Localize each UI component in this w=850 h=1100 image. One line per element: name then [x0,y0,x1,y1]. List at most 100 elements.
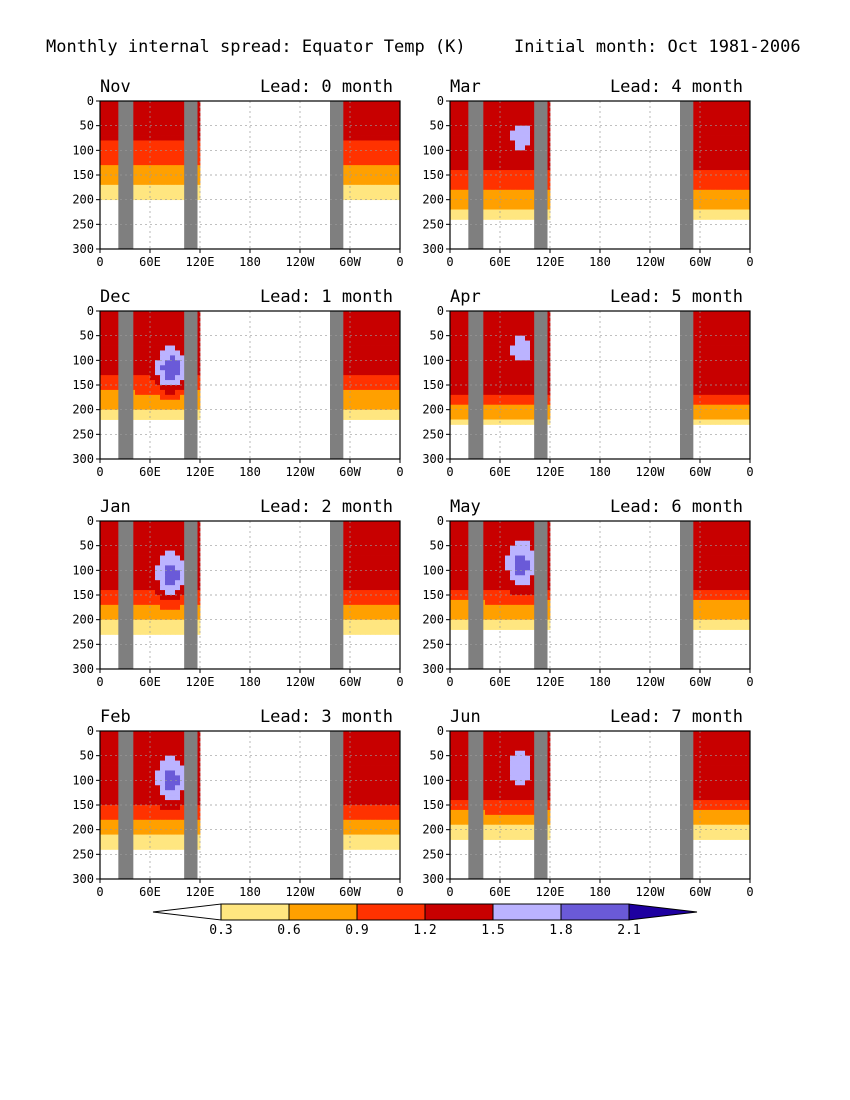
field-cell [170,385,176,391]
field-cell [730,385,736,391]
field-cell [455,204,461,210]
field-cell [345,394,351,401]
field-cell [515,204,521,210]
field-cell [135,365,141,371]
field-cell [110,179,116,186]
field-cell [155,560,161,566]
field-cell [150,414,156,420]
field-cell [195,340,201,346]
field-cell [740,165,746,171]
field-cell [460,404,466,411]
field-cell [545,550,551,556]
field-cell [175,389,181,396]
field-cell [115,745,121,752]
field-cell [370,380,376,386]
field-cell [105,184,111,191]
field-cell [700,101,706,107]
field-cell [145,731,151,737]
field-cell [735,585,741,591]
x-tick-label: 60E [139,255,161,269]
field-cell [735,525,741,532]
field-cell [510,330,516,337]
field-cell [705,560,711,566]
field-cell [370,550,376,556]
field-cell [465,525,471,532]
field-cell [505,389,511,396]
field-cell [175,585,181,591]
field-cell [450,340,456,346]
field-cell [360,355,366,361]
field-cell [195,604,201,611]
field-cell [180,140,186,146]
field-cell [455,521,461,527]
field-cell [455,115,461,122]
field-cell [530,335,536,341]
field-cell [135,385,141,391]
field-cell [140,130,146,136]
field-cell [170,545,176,551]
field-cell [345,575,351,581]
field-cell [465,545,471,551]
field-cell [530,199,536,205]
field-cell [375,394,381,401]
field-cell [740,115,746,122]
field-cell [155,170,161,176]
field-cell [140,340,146,346]
field-cell [725,540,731,547]
field-cell [105,740,111,747]
field-cell [490,175,496,181]
field-cell [370,521,376,527]
field-cell [115,355,121,361]
field-cell [705,550,711,556]
field-cell [500,325,506,332]
field-cell [715,521,721,527]
field-cell [515,160,521,166]
field-cell [715,311,721,317]
panel-grid [450,101,750,249]
field-cell [505,199,511,205]
field-cell [385,599,391,606]
y-tick-label: 150 [422,168,444,182]
field-cell [725,404,731,411]
field-cell [710,360,716,366]
field-cell [720,209,726,215]
field-cell [370,540,376,547]
field-cell [710,604,716,611]
field-cell [460,409,466,415]
field-cell [140,110,146,117]
field-cell [460,325,466,332]
field-cell [145,399,151,406]
field-cell [500,199,506,205]
field-cell [365,575,371,581]
field-cell [725,355,731,361]
field-cell [395,145,401,151]
field-cell [360,345,366,351]
field-cell [350,604,356,611]
field-cell [485,340,491,346]
field-cell [450,204,456,210]
field-cell [365,385,371,391]
field-cell [705,204,711,210]
field-cell [545,175,551,181]
field-cell [375,155,381,161]
field-cell [180,165,186,171]
field-cell [525,105,531,112]
y-tick-label: 150 [422,588,444,602]
field-cell [695,540,701,547]
field-cell [545,155,551,161]
field-cell [395,755,401,761]
field-cell [510,350,516,356]
field-cell [375,345,381,351]
field-cell [350,609,356,616]
field-cell [140,360,146,366]
field-cell [160,619,166,625]
field-cell [115,750,121,757]
field-cell [390,394,396,401]
field-cell [495,194,501,201]
field-cell [350,360,356,366]
field-cell [345,189,351,196]
field-cell [135,120,141,127]
field-cell [350,555,356,561]
field-cell [490,320,496,327]
